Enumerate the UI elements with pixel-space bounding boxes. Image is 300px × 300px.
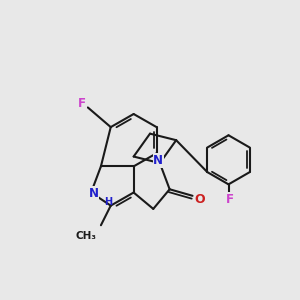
Text: N: N bbox=[89, 187, 99, 200]
Text: H: H bbox=[104, 197, 112, 207]
Text: F: F bbox=[226, 193, 234, 206]
Text: O: O bbox=[194, 193, 205, 206]
Text: F: F bbox=[78, 97, 86, 110]
Text: CH₃: CH₃ bbox=[75, 231, 96, 241]
Text: N: N bbox=[153, 154, 163, 167]
